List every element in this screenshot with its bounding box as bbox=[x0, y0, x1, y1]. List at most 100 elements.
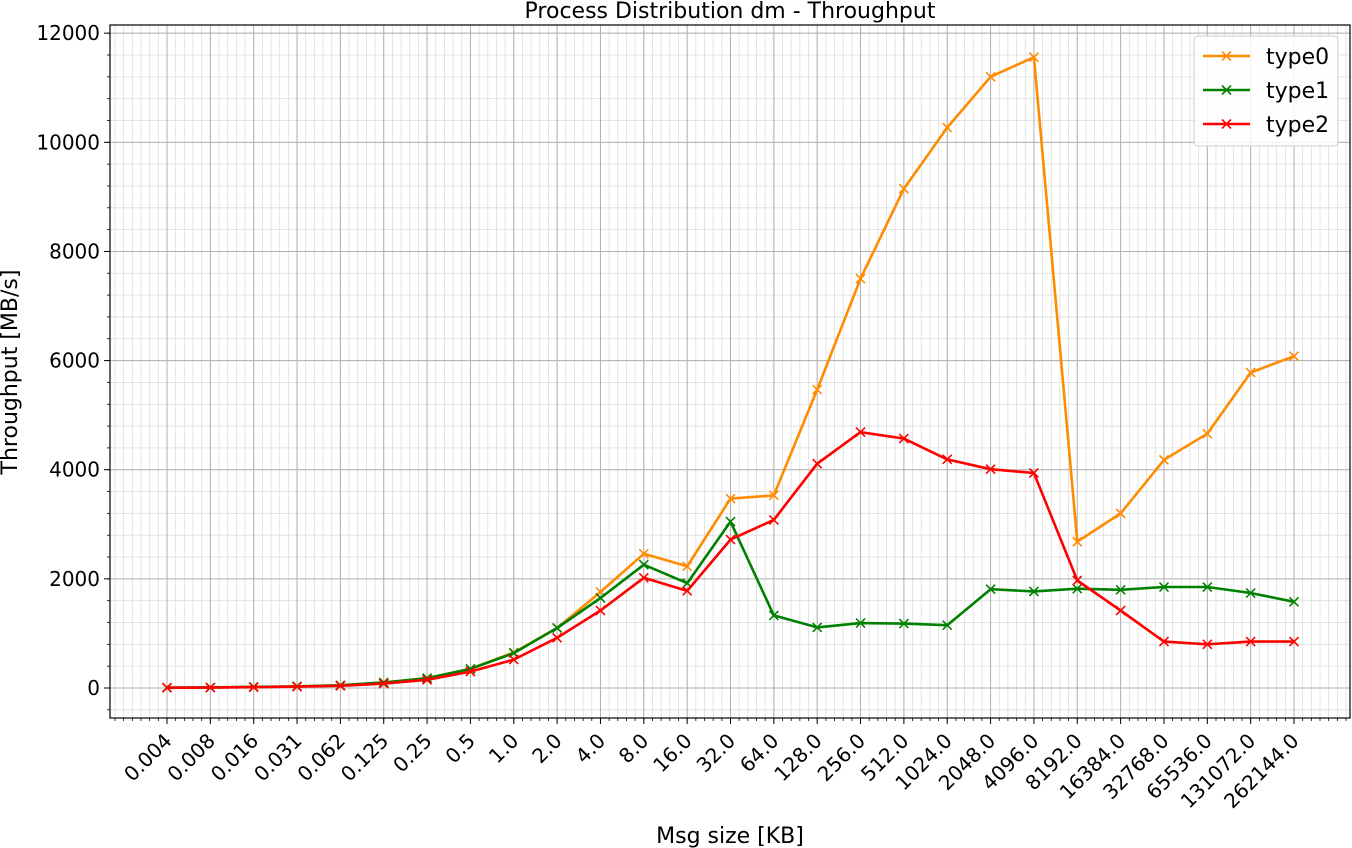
data-point-type2 bbox=[508, 654, 519, 665]
legend-entry-type0: type0 bbox=[1203, 45, 1329, 70]
data-point-type0 bbox=[898, 183, 909, 194]
legend-entry-type1: type1 bbox=[1203, 79, 1329, 104]
data-point-type2 bbox=[985, 464, 996, 475]
x-tick-label: 32.0 bbox=[692, 729, 740, 777]
data-point-type0 bbox=[855, 273, 866, 284]
data-point-type0 bbox=[812, 384, 823, 395]
data-point-type1 bbox=[1288, 596, 1300, 607]
data-point-type0 bbox=[1115, 508, 1126, 519]
data-point-type0 bbox=[768, 490, 779, 501]
x-tick-label: 0.25 bbox=[388, 729, 436, 777]
data-point-type2 bbox=[1202, 639, 1213, 650]
data-point-type2 bbox=[248, 682, 259, 693]
data-point-type2 bbox=[898, 433, 909, 444]
x-tick-label: 128.0 bbox=[769, 729, 826, 786]
y-tick-label: 6000 bbox=[49, 349, 100, 373]
x-tick-label: 0.125 bbox=[336, 729, 393, 786]
y-tick-label: 8000 bbox=[49, 239, 100, 263]
data-point-type1 bbox=[812, 622, 823, 633]
data-point-type1 bbox=[855, 617, 866, 629]
legend-label: type0 bbox=[1266, 45, 1329, 70]
y-tick-label: 10000 bbox=[36, 130, 100, 154]
data-point-type0 bbox=[682, 561, 693, 572]
legend-label: type1 bbox=[1266, 79, 1329, 104]
legend-entry-type2: type2 bbox=[1203, 113, 1329, 138]
data-point-type2 bbox=[291, 681, 303, 692]
data-point-type2 bbox=[855, 427, 866, 438]
y-axis-label: Throughput [MB/s] bbox=[0, 270, 23, 476]
data-point-type1 bbox=[985, 584, 996, 595]
legend-frame bbox=[1193, 35, 1339, 147]
legend-marker bbox=[1221, 118, 1232, 130]
x-tick-label: 2.0 bbox=[527, 729, 566, 768]
data-point-type2 bbox=[205, 682, 216, 693]
legend: type0 type1 type2 bbox=[1193, 35, 1339, 147]
x-tick-label: 1.0 bbox=[484, 729, 523, 768]
major-grid bbox=[110, 25, 1350, 718]
legend-marker bbox=[1221, 84, 1232, 96]
data-point-type2 bbox=[1158, 636, 1170, 647]
data-point-type1 bbox=[942, 620, 953, 631]
data-point-type0 bbox=[1288, 351, 1300, 362]
data-point-type2 bbox=[595, 605, 606, 616]
data-point-type1 bbox=[552, 622, 563, 634]
data-point-type2 bbox=[161, 682, 173, 693]
data-point-type0 bbox=[725, 493, 736, 504]
data-point-type1 bbox=[1072, 583, 1083, 594]
data-point-type2 bbox=[1288, 636, 1300, 647]
data-point-type1 bbox=[595, 592, 606, 604]
data-point-type2 bbox=[465, 666, 476, 677]
data-point-type2 bbox=[812, 458, 823, 469]
data-point-type0 bbox=[1028, 52, 1039, 63]
data-point-type2 bbox=[1028, 467, 1039, 479]
data-point-type2 bbox=[725, 534, 736, 545]
y-tick-label: 12000 bbox=[36, 21, 100, 45]
x-tick-label: 0.5 bbox=[440, 729, 479, 768]
series-layer bbox=[161, 52, 1300, 693]
data-point-type0 bbox=[942, 122, 953, 133]
data-point-type1 bbox=[898, 618, 909, 629]
data-point-type2 bbox=[378, 678, 389, 689]
data-point-type1 bbox=[1158, 581, 1170, 593]
x-tick-label: 16.0 bbox=[648, 729, 696, 777]
data-point-type2 bbox=[1072, 575, 1083, 586]
data-point-type2 bbox=[682, 585, 693, 596]
data-point-type0 bbox=[1202, 428, 1213, 439]
data-point-type1 bbox=[1115, 584, 1126, 595]
data-point-type2 bbox=[1115, 605, 1126, 616]
y-tick-label: 2000 bbox=[49, 567, 100, 591]
data-point-type0 bbox=[1245, 367, 1256, 378]
series-type2 bbox=[161, 427, 1300, 693]
data-point-type1 bbox=[768, 610, 779, 621]
data-point-type0 bbox=[638, 548, 649, 559]
x-tick-label: 4.0 bbox=[571, 729, 610, 768]
x-tick-label: 0.016 bbox=[206, 729, 263, 786]
x-tick-label: 0.031 bbox=[249, 729, 306, 786]
chart-title: Process Distribution dm - Throughput bbox=[525, 0, 936, 24]
data-point-type1 bbox=[1028, 586, 1039, 597]
x-axis-label: Msg size [KB] bbox=[656, 824, 804, 848]
data-point-type2 bbox=[768, 514, 779, 525]
data-point-type2 bbox=[422, 674, 433, 685]
data-point-type0 bbox=[1072, 536, 1083, 547]
y-tick-label: 4000 bbox=[49, 458, 100, 482]
data-point-type1 bbox=[725, 516, 736, 527]
x-tick-label: 0.008 bbox=[162, 729, 219, 786]
data-point-type2 bbox=[638, 572, 649, 583]
data-point-type2 bbox=[1245, 636, 1256, 647]
x-tick-label: 0.062 bbox=[292, 729, 349, 786]
data-point-type1 bbox=[1245, 587, 1256, 599]
y-tick-label: 0 bbox=[87, 676, 100, 700]
x-tick-label: 256.0 bbox=[813, 729, 870, 786]
data-point-type0 bbox=[985, 71, 996, 82]
legend-marker bbox=[1221, 50, 1232, 62]
data-point-type1 bbox=[638, 559, 649, 570]
x-tick-label: 8.0 bbox=[614, 729, 653, 768]
legend-label: type2 bbox=[1266, 113, 1329, 138]
x-tick-label: 0.004 bbox=[119, 729, 176, 786]
data-point-type1 bbox=[1202, 581, 1213, 593]
data-point-type2 bbox=[335, 680, 346, 691]
data-point-type0 bbox=[1158, 454, 1170, 465]
